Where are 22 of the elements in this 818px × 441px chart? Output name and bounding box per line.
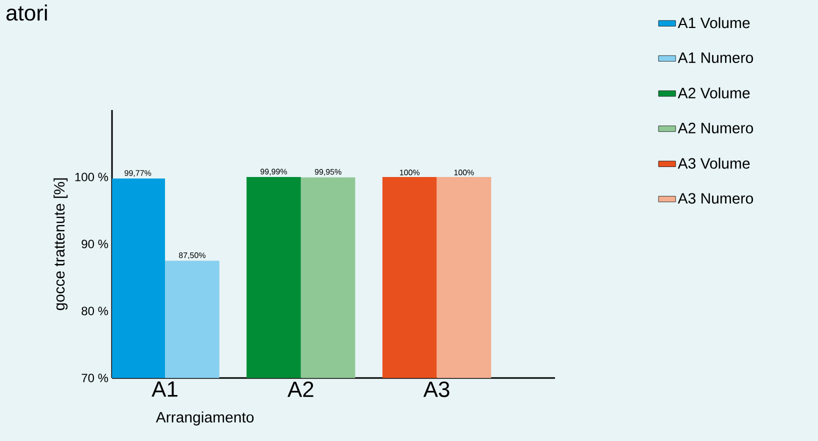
- x-tick-label: A1: [152, 382, 178, 397]
- y-tick-label: 100 %: [75, 172, 108, 182]
- legend-label: A2 Numero: [678, 122, 754, 134]
- legend-label: A2 Volume: [678, 87, 750, 98]
- legend-label: A1 Numero: [678, 52, 754, 64]
- legend-label: A3 Numero: [678, 193, 754, 204]
- y-axis-title: gocce trattenute [%]: [54, 178, 68, 310]
- chart-title: atori: [6, 4, 47, 21]
- y-tick-label: 90 %: [82, 240, 108, 248]
- y-tick-label: 80 %: [82, 306, 108, 316]
- data-label: 87,50%: [178, 252, 206, 260]
- data-label: 100%: [454, 170, 474, 176]
- legend-label: A3 Volume: [678, 158, 750, 169]
- x-axis-title: Arrangiamento: [156, 412, 254, 426]
- x-tick-label: A3: [423, 382, 450, 398]
- legend-label: A1 Volume: [678, 17, 750, 28]
- data-label: 100%: [400, 170, 420, 176]
- data-label: 99,77%: [124, 170, 152, 177]
- x-tick-label: A2: [287, 382, 314, 397]
- data-label: 99,95%: [314, 169, 342, 176]
- y-tick-label: 70 %: [82, 374, 108, 382]
- data-label: 99,99%: [260, 168, 287, 176]
